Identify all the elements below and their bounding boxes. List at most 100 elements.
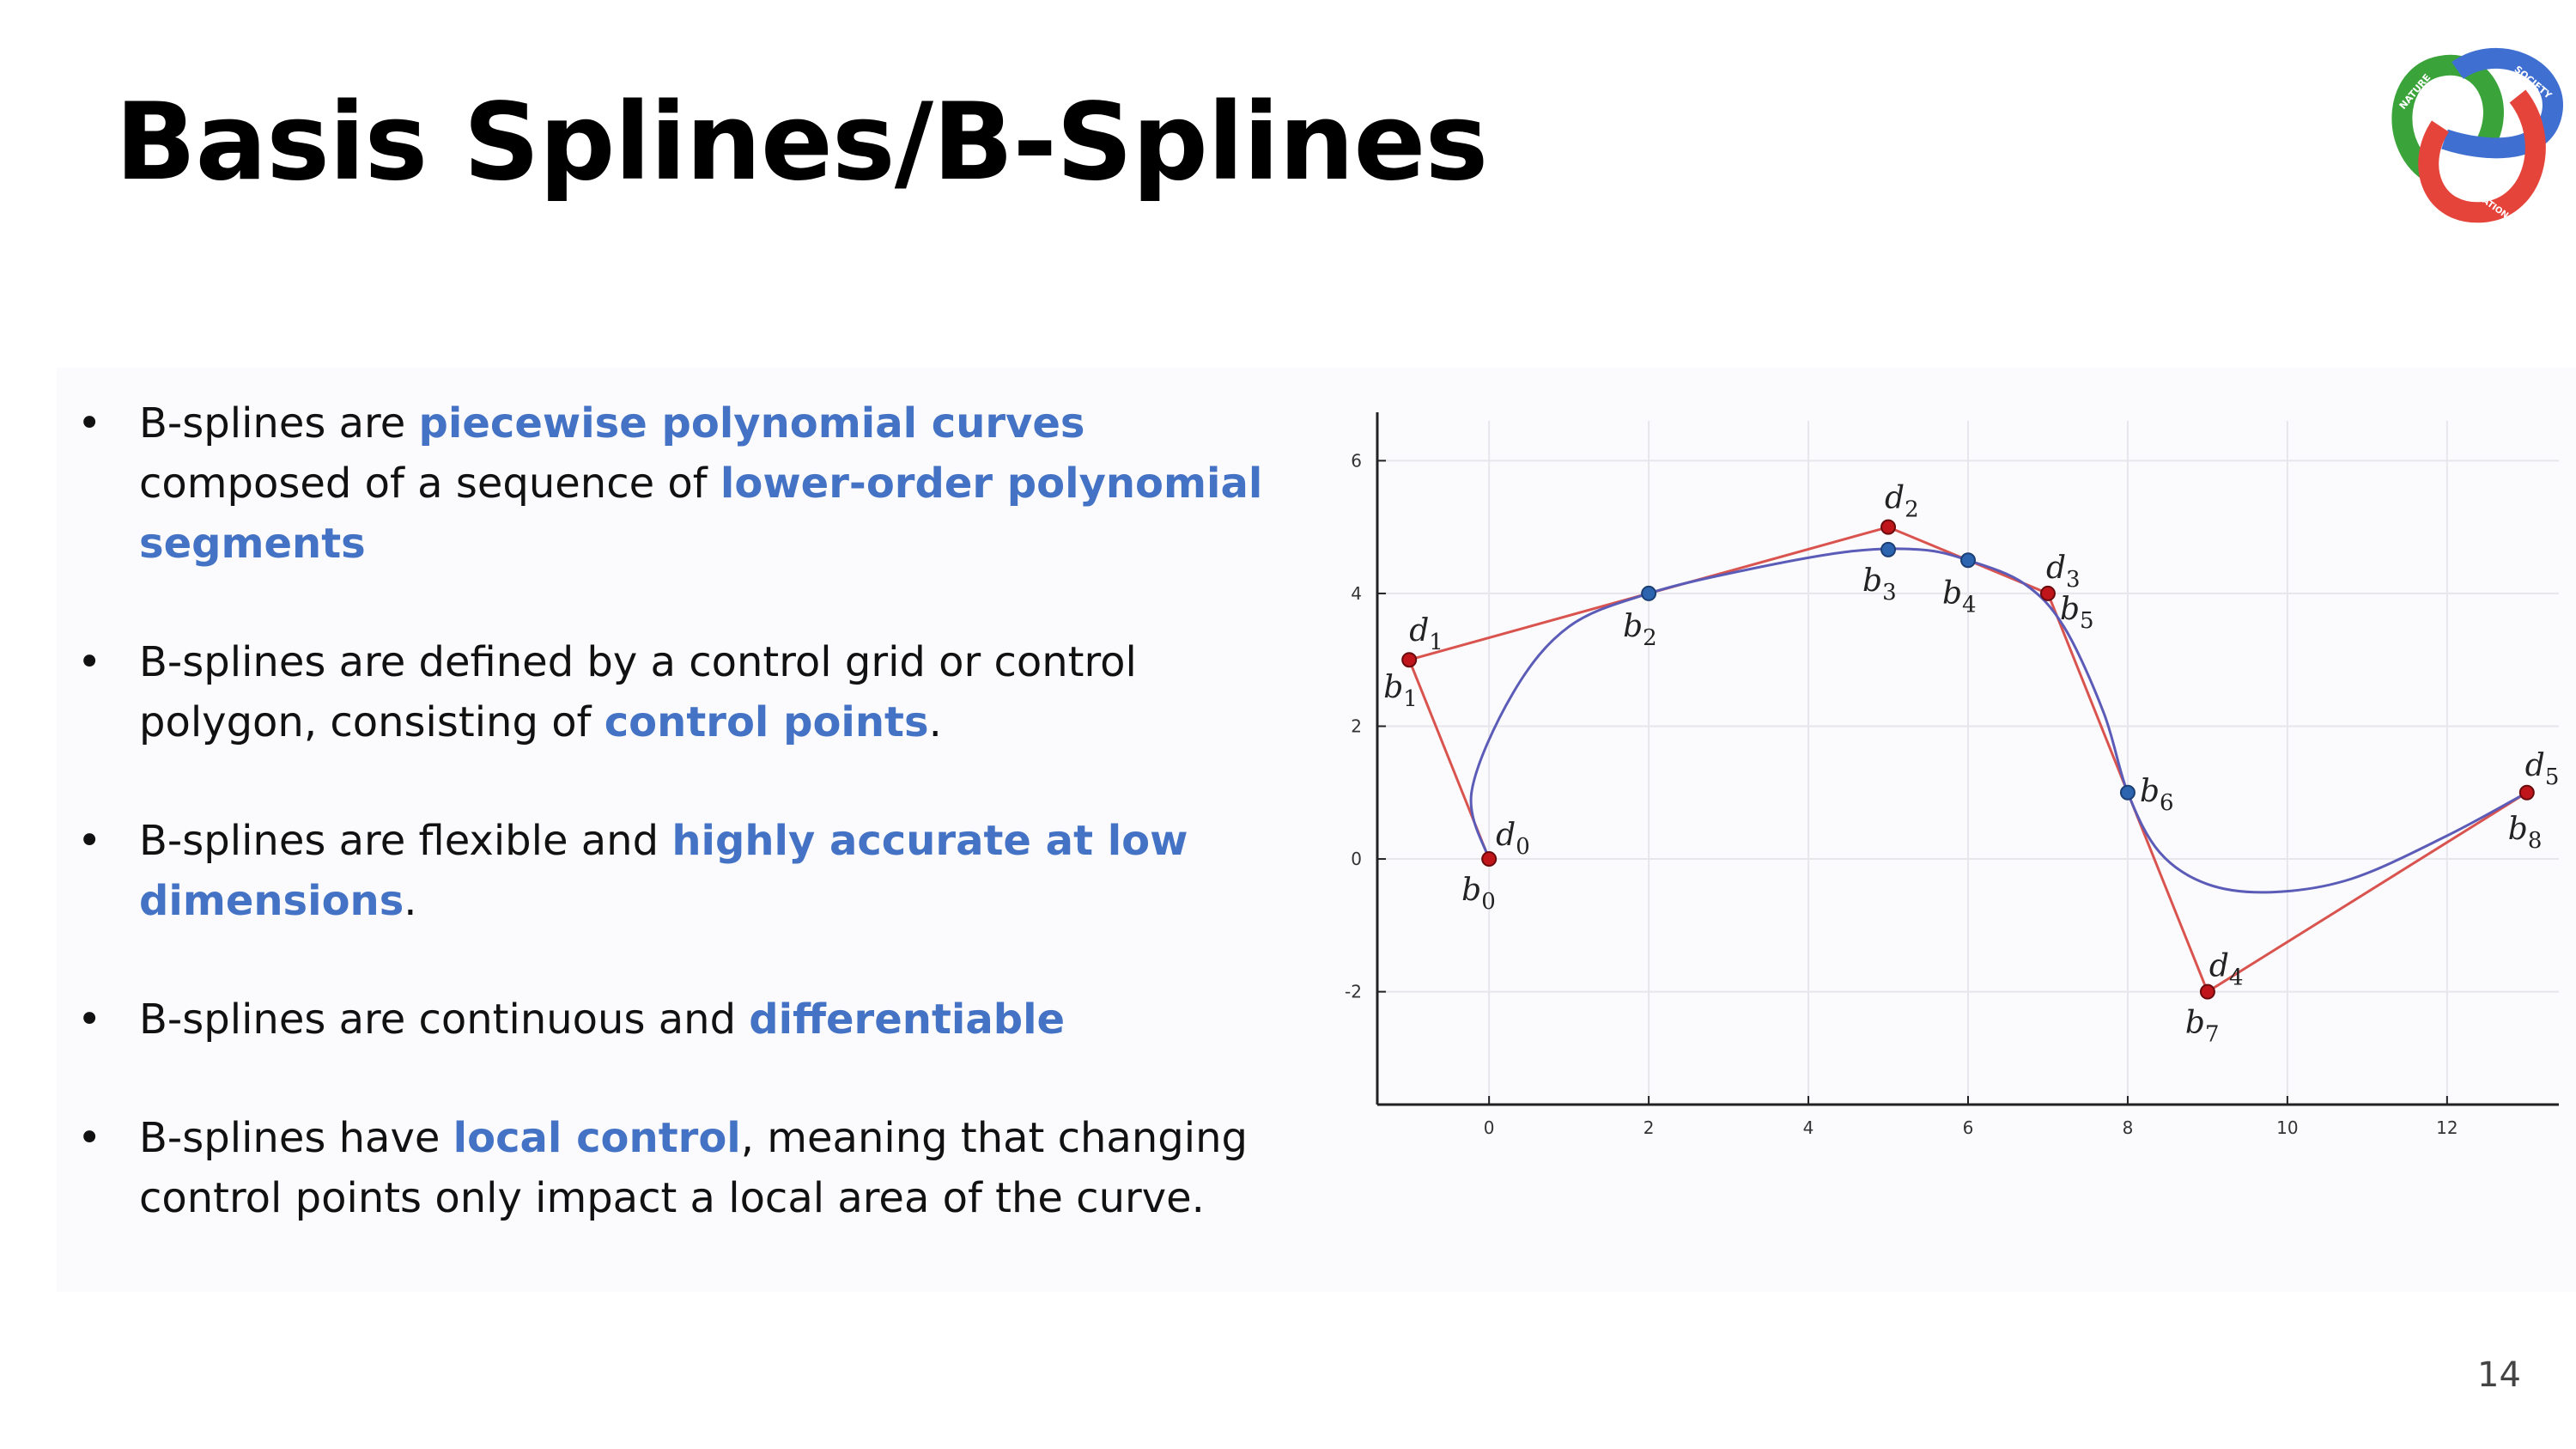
curve-point-label: b3 bbox=[1862, 563, 1897, 606]
highlight-text: differentiable bbox=[749, 995, 1066, 1044]
page-number: 14 bbox=[2477, 1355, 2521, 1395]
curve-point-label: b8 bbox=[2508, 812, 2543, 854]
content-panel bbox=[57, 368, 2576, 1292]
bullet-item: • B-splines are flexible and highly accur… bbox=[77, 811, 1297, 931]
point-label-subscript: 7 bbox=[2205, 1022, 2220, 1048]
curve-point-label: b5 bbox=[2060, 592, 2094, 634]
curve-point-label: b4 bbox=[1942, 575, 1977, 618]
curve-point-label: b1 bbox=[1383, 670, 1418, 712]
point-label-name: b bbox=[2140, 774, 2160, 809]
point-label-name: d bbox=[2209, 949, 2229, 984]
y-tick-label: 4 bbox=[1351, 583, 1362, 604]
point-label-subscript: 6 bbox=[2160, 790, 2174, 816]
point-label-subscript: 0 bbox=[1516, 834, 1530, 860]
point-label-name: b bbox=[2185, 1006, 2205, 1041]
control-point-label: d4 bbox=[2209, 949, 2244, 991]
point-label-subscript: 1 bbox=[1429, 630, 1443, 655]
bullet-dot-icon: • bbox=[77, 638, 102, 686]
bullet-dot-icon: • bbox=[77, 817, 102, 865]
bullet-text: . bbox=[404, 877, 417, 925]
point-label-name: b bbox=[2508, 812, 2528, 847]
highlight-text: highly accurate at low dimensions bbox=[139, 817, 1188, 925]
bullet-item: • B-splines are piecewise polynomial curv… bbox=[77, 393, 1297, 574]
bullet-text: B-splines are bbox=[139, 399, 419, 447]
curve-point bbox=[1880, 541, 1897, 557]
curve-point-label: b6 bbox=[2140, 774, 2174, 816]
point-label-subscript: 2 bbox=[1643, 625, 1657, 651]
bullet-text: , meaning that changing control points o… bbox=[139, 1114, 1248, 1222]
logo: NATURE SOCIETY COMPUTATION bbox=[2391, 47, 2563, 223]
point-label-subscript: 8 bbox=[2528, 828, 2543, 854]
y-tick-label: 6 bbox=[1351, 450, 1362, 471]
point-label-name: b bbox=[2060, 592, 2080, 627]
point-label-name: d bbox=[2046, 551, 2066, 586]
control-point-label: d1 bbox=[1409, 613, 1443, 655]
control-point-label: d0 bbox=[1496, 818, 1530, 860]
bullet-item: • B-splines have local control, meaning t… bbox=[77, 1108, 1297, 1228]
curve-point-label: b0 bbox=[1461, 873, 1496, 915]
bullet-list: • B-splines are piecewise polynomial curv… bbox=[77, 393, 1297, 1287]
logo-blue-loop bbox=[2441, 47, 2563, 159]
x-tick-label: 8 bbox=[2123, 1117, 2134, 1138]
point-label-name: d bbox=[1496, 818, 1516, 853]
control-point-label: d3 bbox=[2046, 551, 2081, 593]
bullet-dot-icon: • bbox=[77, 995, 102, 1044]
logo-red-loop bbox=[2418, 89, 2546, 223]
bullet-item: • B-splines are continuous and differenti… bbox=[77, 989, 1297, 1050]
bullet-dot-icon: • bbox=[77, 399, 102, 447]
x-tick-label: 6 bbox=[1963, 1117, 1974, 1138]
bullet-text: . bbox=[928, 698, 942, 746]
control-point bbox=[2518, 784, 2535, 801]
control-point-label: d2 bbox=[1885, 481, 1919, 523]
point-label-subscript: 0 bbox=[1481, 889, 1496, 915]
point-label-name: b bbox=[1461, 873, 1481, 908]
highlight-text: control points bbox=[604, 698, 929, 746]
bullet-dot-icon: • bbox=[77, 1114, 102, 1162]
curve-point bbox=[1641, 585, 1657, 601]
point-label-subscript: 5 bbox=[2080, 608, 2094, 634]
control-point-label: d5 bbox=[2525, 748, 2560, 790]
x-tick-label: 10 bbox=[2276, 1117, 2298, 1138]
bullet-item: • B-splines are defined by a control grid… bbox=[77, 632, 1297, 752]
curve-point bbox=[2119, 784, 2136, 801]
x-tick-label: 2 bbox=[1643, 1117, 1655, 1138]
bullet-text: B-splines are continuous and bbox=[139, 995, 750, 1044]
control-point bbox=[1481, 851, 1498, 868]
y-tick-label: 2 bbox=[1351, 715, 1362, 736]
point-label-subscript: 2 bbox=[1905, 497, 1919, 523]
highlight-text: lower-order polynomial segments bbox=[139, 460, 1263, 568]
highlight-text: piecewise polynomial curves bbox=[418, 399, 1085, 447]
logo-green-loop bbox=[2391, 54, 2504, 183]
curve-point-label: b2 bbox=[1623, 609, 1657, 651]
point-label-name: d bbox=[1885, 481, 1905, 516]
bullet-text: composed of a sequence of bbox=[139, 460, 720, 508]
point-label-name: b bbox=[1383, 670, 1403, 705]
y-tick-label: -2 bbox=[1345, 982, 1362, 1002]
slide-title: Basis Splines/B-Splines bbox=[115, 81, 1488, 204]
point-label-subscript: 1 bbox=[1403, 686, 1418, 712]
x-tick-label: 0 bbox=[1484, 1117, 1495, 1138]
x-tick-label: 4 bbox=[1803, 1117, 1814, 1138]
x-tick-label: 12 bbox=[2436, 1117, 2458, 1138]
highlight-text: local control bbox=[453, 1114, 741, 1162]
bullet-text: B-splines have bbox=[139, 1114, 453, 1162]
point-label-subscript: 3 bbox=[1882, 580, 1897, 606]
control-point bbox=[1401, 652, 1418, 668]
point-label-name: b bbox=[1942, 575, 1962, 611]
point-label-subscript: 5 bbox=[2545, 764, 2560, 790]
curve-point-label: b7 bbox=[2185, 1006, 2220, 1048]
bullet-text: B-splines are defined by a control grid … bbox=[139, 638, 1137, 746]
point-label-subscript: 4 bbox=[2229, 965, 2244, 991]
curve-point bbox=[1960, 552, 1976, 569]
point-label-name: d bbox=[1409, 613, 1429, 648]
point-label-name: b bbox=[1862, 563, 1882, 599]
control-point bbox=[2199, 983, 2215, 1000]
point-label-subscript: 3 bbox=[2066, 567, 2081, 593]
point-label-subscript: 4 bbox=[1962, 592, 1977, 618]
y-tick-label: 0 bbox=[1351, 849, 1362, 869]
bullet-text: B-splines are flexible and bbox=[139, 817, 672, 865]
bspline-curve bbox=[1469, 547, 2528, 894]
point-label-name: b bbox=[1623, 609, 1643, 644]
control-point bbox=[2039, 585, 2056, 601]
